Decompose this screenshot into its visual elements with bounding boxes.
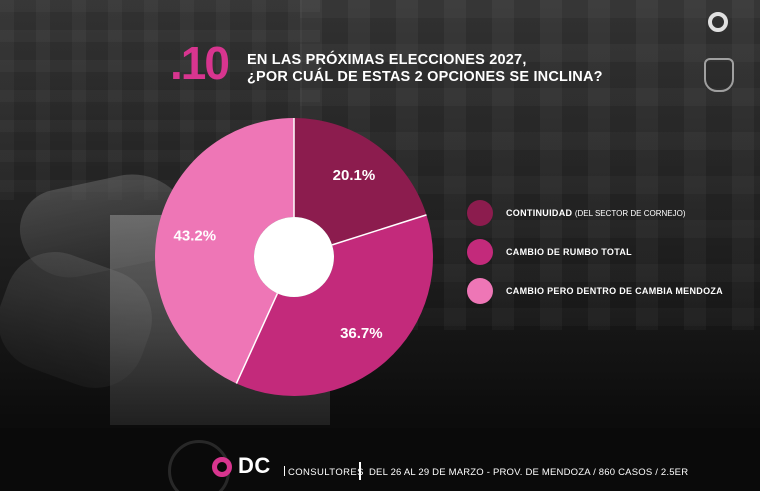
donut-slices xyxy=(154,118,433,396)
legend-label: CONTINUIDAD xyxy=(506,208,573,218)
legend-swatch xyxy=(467,200,493,226)
legend-swatch xyxy=(467,278,493,304)
coat-of-arms-icon xyxy=(704,58,734,92)
brand-subtitle: CONSULTORES xyxy=(284,466,364,478)
dc-logo-icon xyxy=(708,12,728,32)
legend-label-note: (DEL SECTOR DE CORNEJO) xyxy=(574,209,686,218)
legend-label: CAMBIO PERO DENTRO DE CAMBIA MENDOZA xyxy=(506,286,723,296)
slice-value-label: 20.1% xyxy=(333,167,376,184)
slice-separator xyxy=(235,293,279,384)
legend-label: CAMBIO DE RUMBO TOTAL xyxy=(506,247,632,257)
slice-cambio-pero-dentro-de-cambia-mendoza xyxy=(154,118,294,384)
slice-continuidad xyxy=(294,118,427,245)
slice-value-label: 43.2% xyxy=(174,227,217,244)
slice-separator xyxy=(331,214,427,246)
donut-hole xyxy=(254,217,334,297)
brand-name: DC xyxy=(238,453,271,478)
slice-value-label: 36.7% xyxy=(340,325,383,342)
survey-details: DEL 26 AL 29 DE MARZO - PROV. DE MENDOZA… xyxy=(369,467,689,478)
legend-swatch xyxy=(467,239,493,265)
question-title: EN LAS PRÓXIMAS ELECCIONES 2027, ¿POR CU… xyxy=(247,52,603,86)
donut-labels: 20.1% 36.7% 43.2% xyxy=(174,167,383,342)
question-title-line1: EN LAS PRÓXIMAS ELECCIONES 2027, xyxy=(247,52,527,68)
dc-logo-ring-icon xyxy=(212,457,232,477)
question-number: .10 xyxy=(170,37,230,89)
footer-separator xyxy=(359,462,361,480)
question-title-line2: ¿POR CUÁL DE ESTAS 2 OPCIONES SE INCLINA… xyxy=(247,69,603,85)
slice-cambio-de-rumbo-total xyxy=(236,214,433,396)
footer-bar xyxy=(0,428,760,491)
